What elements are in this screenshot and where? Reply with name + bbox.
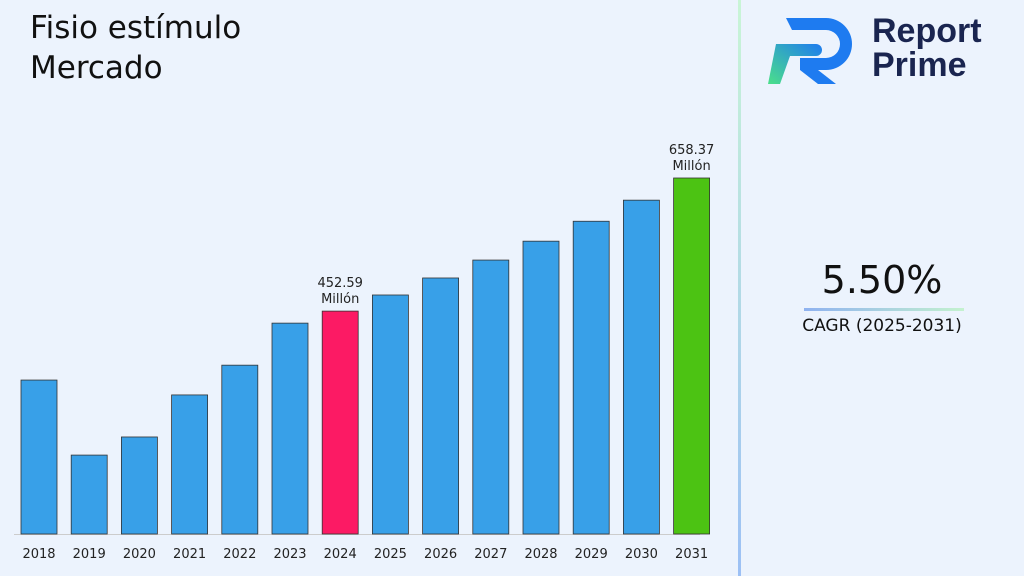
x-tick-label: 2029 [575, 547, 608, 562]
x-tick-label: 2030 [625, 547, 658, 562]
bar-2027 [472, 259, 510, 535]
x-tick-label: 2019 [73, 547, 106, 562]
divider [738, 0, 741, 576]
bar-2030 [623, 199, 660, 535]
bar-2028 [522, 240, 560, 535]
logo-mark-icon [768, 18, 852, 84]
bar-2022 [221, 364, 259, 535]
data-label-value: 658.37 [669, 143, 715, 158]
bar-2020 [121, 436, 158, 535]
data-label-unit: Millón [321, 292, 359, 307]
bar-chart: 2018 2019 2020 2021 2022 2023 2024 2025 2026 2027… [14, 143, 715, 562]
x-tick-label: 2026 [424, 547, 457, 562]
bar-2021 [171, 394, 209, 535]
x-tick-label: 2025 [374, 547, 407, 562]
x-tick-label: 2023 [273, 547, 306, 562]
bar-2031 [673, 177, 710, 535]
bar-2023 [271, 322, 309, 535]
x-tick-label: 2018 [22, 547, 55, 562]
bar-2019 [70, 454, 108, 535]
x-tick-label: 2028 [524, 547, 557, 562]
x-tick-label: 2031 [675, 547, 708, 562]
logo-text-prime: Prime [872, 46, 967, 84]
data-label-value: 452.59 [317, 276, 363, 291]
cagr-value: 5.50% [821, 258, 943, 302]
x-tick-label: 2024 [324, 547, 357, 562]
cagr-label: CAGR (2025-2031) [802, 316, 962, 336]
bar-2018 [20, 379, 58, 535]
bar-2026 [422, 277, 460, 535]
data-label-unit: Millón [672, 159, 710, 174]
x-tick-label: 2020 [123, 547, 156, 562]
bar-2029 [572, 220, 610, 535]
x-tick-label: 2021 [173, 547, 206, 562]
bar-2025 [371, 294, 409, 535]
bar-2024 [321, 310, 359, 535]
report-prime-logo: Report Prime [766, 14, 1006, 89]
chart-title: Fisio estímulo Mercado [30, 10, 242, 86]
x-tick-label: 2027 [474, 547, 507, 562]
logo-text-report: Report [872, 12, 982, 50]
x-tick-label: 2022 [223, 547, 256, 562]
cagr-underline [804, 308, 964, 311]
